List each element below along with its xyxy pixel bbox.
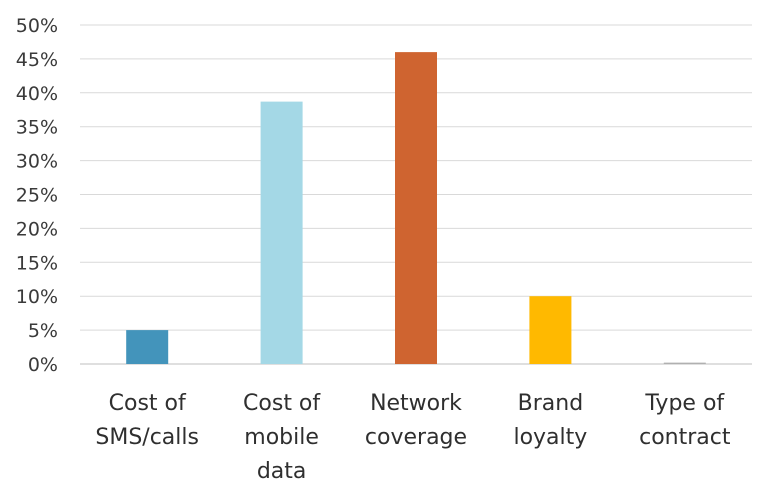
x-category-label-line: SMS/calls (95, 425, 199, 450)
x-category-label-line: loyalty (513, 425, 587, 450)
y-axis-tick-labels: 0% 5% 10% 15% 20% 25% 30% 35% 40% 45% 50% (16, 15, 58, 376)
bar (260, 101, 303, 364)
x-category-label-line: Cost of (109, 391, 187, 416)
y-tick-label: 0% (28, 354, 58, 376)
bar (395, 52, 437, 365)
y-tick-label: 15% (16, 252, 58, 274)
bar (529, 296, 572, 364)
y-tick-label: 10% (16, 286, 58, 308)
x-category-label-line: data (257, 459, 307, 484)
y-tick-label: 25% (16, 185, 58, 207)
y-tick-label: 20% (16, 218, 58, 240)
x-category-label-line: coverage (365, 425, 467, 450)
x-category-label-line: Cost of (243, 391, 321, 416)
y-tick-label: 5% (28, 320, 58, 342)
x-category-label-line: Network (370, 391, 462, 416)
x-category-label: Brand loyalty (513, 391, 587, 450)
x-category-label-line: contract (639, 425, 731, 450)
y-tick-label: 30% (16, 151, 58, 173)
x-category-label: Cost of SMS/calls (95, 391, 199, 450)
y-tick-label: 35% (16, 117, 58, 139)
bar (126, 330, 169, 364)
bars (126, 52, 706, 365)
x-category-label-line: mobile (244, 425, 319, 450)
y-tick-label: 50% (16, 15, 58, 37)
x-category-label-line: Brand (518, 391, 584, 416)
x-category-label: Cost of mobile data (243, 391, 321, 484)
y-tick-label: 40% (16, 83, 58, 105)
x-axis-category-labels: Cost of SMS/calls Cost of mobile data Network… (95, 391, 730, 484)
bar (663, 362, 706, 364)
x-category-label: Type of contract (639, 391, 731, 450)
x-category-label-line: Type of (644, 391, 725, 416)
x-category-label: Network coverage (365, 391, 467, 450)
y-tick-label: 45% (16, 49, 58, 71)
